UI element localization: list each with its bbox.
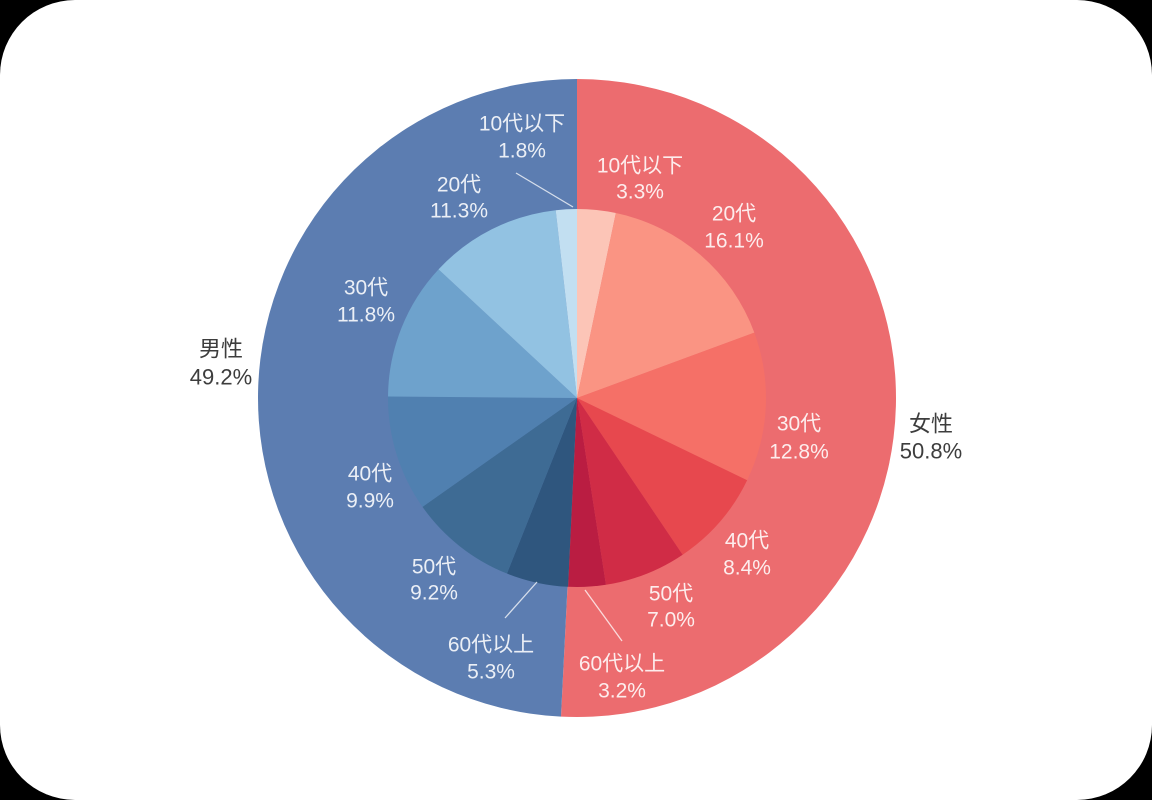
slice-label-female-30s-line1: 30代 xyxy=(777,413,821,436)
inner-slice-female-60s xyxy=(568,398,606,587)
slice-label-male-20s-line1: 20代 xyxy=(437,174,481,197)
inner-slice-male-30s xyxy=(388,269,577,398)
inner-slice-female-40s xyxy=(577,398,748,555)
slice-label-male-gender-line1: 男性 xyxy=(199,337,243,362)
slice-label-female-20s-line1: 20代 xyxy=(712,203,756,226)
slice-label-female-60s-line2: 3.2% xyxy=(598,680,646,703)
slice-label-male-40s-line2: 9.9% xyxy=(346,490,394,513)
slice-label-male-30s-line1: 30代 xyxy=(344,277,388,300)
slice-label-male-50s-line1: 50代 xyxy=(412,556,456,579)
inner-slice-male-60s xyxy=(506,398,577,587)
leader-line-male-60s xyxy=(504,581,538,619)
inner-slice-male-10s xyxy=(555,209,577,398)
slice-label-male-10s-line1: 10代以下 xyxy=(479,113,565,136)
slice-label-female-gender-line2: 50.8% xyxy=(900,439,962,464)
inner-slice-female-50s xyxy=(577,398,683,585)
slice-label-female-40s-line1: 40代 xyxy=(725,530,769,553)
slice-label-male-30s-line2: 11.8% xyxy=(337,304,395,327)
slice-label-female-50s-line1: 50代 xyxy=(649,583,693,606)
slice-label-female-20s-line2: 16.1% xyxy=(704,230,764,253)
slice-label-male-60s-line1: 60代以上 xyxy=(448,634,534,657)
inner-slice-female-30s xyxy=(577,332,766,481)
slice-label-female-30s-line2: 12.8% xyxy=(769,441,829,464)
slice-label-female-gender-line1: 女性 xyxy=(909,412,953,437)
slice-label-female-50s-line2: 7.0% xyxy=(647,609,695,632)
inner-slice-female-20s xyxy=(577,213,755,398)
inner-slice-male-40s xyxy=(388,396,577,507)
slice-label-female-10s-line1: 10代以下 xyxy=(597,155,683,178)
slice-label-male-20s-line2: 11.3% xyxy=(430,200,488,223)
inner-slice-male-20s xyxy=(438,210,577,398)
slice-label-male-gender-line2: 49.2% xyxy=(190,365,252,390)
leader-line-female-60s xyxy=(584,589,623,642)
slice-label-female-60s-line1: 60代以上 xyxy=(579,653,665,676)
slice-label-male-10s-line2: 1.8% xyxy=(498,140,546,163)
slice-label-male-40s-line1: 40代 xyxy=(348,463,392,486)
leader-line-male-10s xyxy=(515,172,574,208)
slice-label-male-60s-line2: 5.3% xyxy=(467,661,515,684)
slice-label-female-10s-line2: 3.3% xyxy=(616,181,664,204)
slice-label-male-50s-line2: 9.2% xyxy=(410,582,458,605)
inner-slice-male-50s xyxy=(422,398,577,574)
slice-label-female-40s-line2: 8.4% xyxy=(723,557,771,580)
inner-slice-female-10s xyxy=(577,209,616,398)
